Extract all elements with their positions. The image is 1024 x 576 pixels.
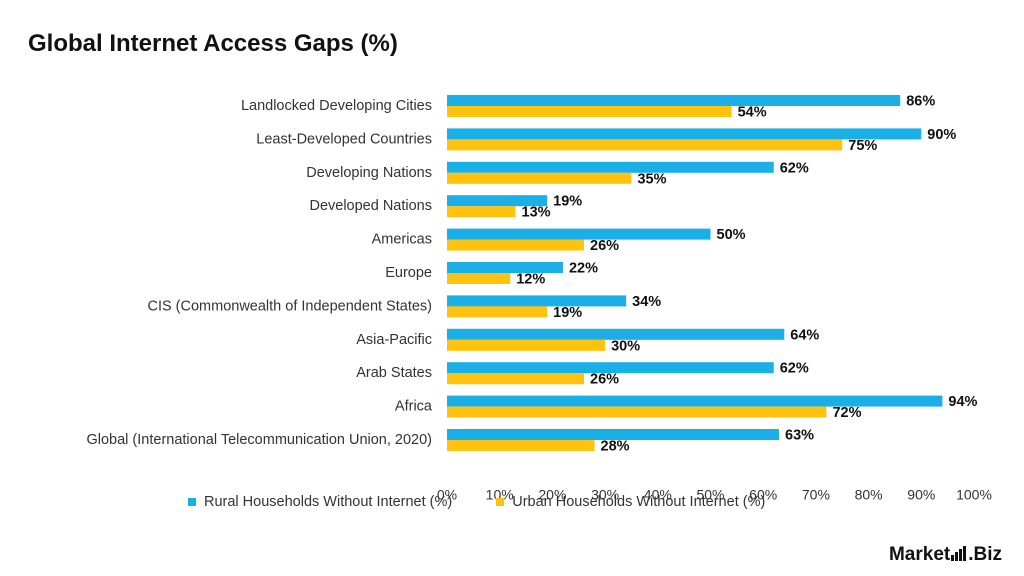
bar-urban <box>447 406 827 418</box>
category-label: Africa <box>395 399 433 415</box>
x-tick-label: 70% <box>802 486 830 502</box>
logo-text-right: .Biz <box>968 544 1002 565</box>
category-label: Least-Developed Countries <box>256 131 432 147</box>
data-label-rural: 90% <box>927 127 956 143</box>
bar-rural <box>447 95 901 106</box>
x-tick-label: 100% <box>956 486 992 502</box>
x-tick-label: 10% <box>486 486 514 502</box>
data-label-urban: 54% <box>738 105 767 121</box>
legend-item-urban: Urban Households Without Internet (%) <box>496 494 765 510</box>
data-label-urban: 35% <box>637 171 666 187</box>
bar-urban <box>447 273 511 284</box>
data-label-rural: 86% <box>906 94 935 110</box>
logo-text-left: Market <box>888 544 951 565</box>
category-label: Landlocked Developing Cities <box>241 98 432 114</box>
data-label-urban: 13% <box>522 205 551 221</box>
bar-urban <box>447 373 585 385</box>
legend-label-urban: Urban Households Without Internet (%) <box>512 494 766 510</box>
bar-urban <box>447 306 548 318</box>
bar-rural <box>447 429 780 440</box>
category-label: Europe <box>385 265 432 281</box>
x-tick-label: 30% <box>591 486 619 502</box>
legend-swatch-rural <box>188 498 196 506</box>
logo-bars-icon <box>951 546 967 561</box>
bar-rural <box>447 328 785 340</box>
data-label-urban: 30% <box>611 338 640 354</box>
bar-rural <box>447 395 943 407</box>
bar-rural <box>447 228 711 240</box>
data-label-rural: 50% <box>717 227 746 243</box>
x-tick-label: 20% <box>538 486 566 502</box>
data-label-rural: 22% <box>569 261 598 277</box>
bar-rural <box>447 161 774 173</box>
category-label: Arab States <box>356 365 432 381</box>
bar-rural <box>447 295 627 307</box>
data-label-urban: 75% <box>848 138 877 154</box>
data-label-rural: 34% <box>632 294 661 310</box>
data-label-urban: 26% <box>590 372 619 388</box>
data-label-rural: 64% <box>790 327 819 343</box>
legend-item-rural: Rural Households Without Internet (%) <box>188 494 452 510</box>
data-label-rural: 19% <box>553 194 582 210</box>
data-label-rural: 62% <box>780 160 809 176</box>
bar-urban <box>447 339 606 351</box>
data-label-rural: 62% <box>780 361 809 377</box>
data-label-urban: 19% <box>553 305 582 321</box>
category-label: Developed Nations <box>309 198 432 214</box>
data-label-urban: 12% <box>516 272 545 288</box>
bar-urban <box>447 106 732 117</box>
bar-urban <box>447 239 585 251</box>
x-tick-label: 40% <box>644 486 672 502</box>
legend-swatch-urban <box>496 498 505 506</box>
category-label: Global (International Telecommunication … <box>86 432 432 448</box>
x-tick-label: 0% <box>437 486 457 502</box>
bar-rural <box>447 195 548 207</box>
category-label: Americas <box>372 232 432 248</box>
data-label-urban: 26% <box>590 238 619 254</box>
bar-rural <box>447 128 922 140</box>
bar-urban <box>447 139 843 151</box>
bar-rural <box>447 262 563 273</box>
category-label: Developing Nations <box>306 165 432 181</box>
data-label-rural: 63% <box>785 428 814 444</box>
data-label-urban: 72% <box>832 405 861 421</box>
bar-rural <box>447 362 774 374</box>
data-label-rural: 94% <box>948 394 977 410</box>
x-tick-label: 50% <box>696 486 724 502</box>
x-tick-label: 80% <box>855 486 883 502</box>
brand-logo: Market .Biz <box>889 544 1002 566</box>
bar-urban <box>447 172 632 184</box>
x-tick-label: 90% <box>907 486 935 502</box>
chart-legend: Rural Households Without Internet (%) Ur… <box>188 494 809 510</box>
bar-urban <box>447 206 516 218</box>
legend-label-rural: Rural Households Without Internet (%) <box>204 494 453 510</box>
category-label: Asia-Pacific <box>356 332 432 348</box>
x-tick-label: 60% <box>749 486 777 502</box>
chart-title: Global Internet Access Gaps (%) <box>28 30 398 57</box>
category-label: CIS (Commonwealth of Independent States) <box>147 298 432 314</box>
data-label-urban: 28% <box>601 439 630 455</box>
bar-urban <box>447 440 595 451</box>
